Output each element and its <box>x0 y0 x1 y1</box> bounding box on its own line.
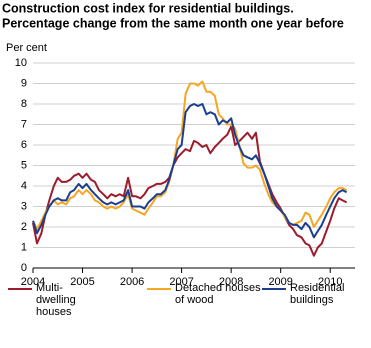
y-tick-label: 8 <box>21 98 27 110</box>
legend-entry: Multi-dwelling houses <box>8 282 86 318</box>
legend-entry: Residential buildings <box>262 282 371 306</box>
y-axis-label: Per cent <box>6 42 47 54</box>
y-tick-label: 2 <box>21 221 27 233</box>
y-tick-label: 1 <box>21 241 27 253</box>
y-tick-label: 3 <box>21 200 27 212</box>
legend-swatch <box>147 288 171 290</box>
legend-swatch <box>8 288 32 290</box>
chart-subtitle: Percentage change from the same month on… <box>2 16 344 30</box>
y-tick-label: 0 <box>21 262 27 274</box>
y-tick-label: 4 <box>21 180 27 192</box>
legend-label: Detached houses of wood <box>175 282 261 306</box>
legend-entry: Detached houses of wood <box>147 282 265 306</box>
y-tick-label: 10 <box>15 57 27 69</box>
x-tick-label: 2010 <box>318 276 342 288</box>
y-tick-label: 5 <box>21 159 27 171</box>
x-tick-label: 2005 <box>70 276 94 288</box>
y-tick-label: 6 <box>21 139 27 151</box>
x-tick-label: 2008 <box>219 276 243 288</box>
x-tick-label: 2004 <box>21 276 45 288</box>
legend-swatch <box>262 288 286 290</box>
y-tick-label: 7 <box>21 118 27 130</box>
chart-title: Construction cost index for residential … <box>2 1 294 15</box>
series-line <box>32 103 348 239</box>
legend-label: Multi-dwelling houses <box>36 282 76 318</box>
y-tick-label: 9 <box>21 77 27 89</box>
legend-label: Residential buildings <box>290 282 345 306</box>
series-line <box>32 125 348 257</box>
x-tick-label: 2006 <box>120 276 144 288</box>
x-tick-label: 2007 <box>169 276 193 288</box>
x-tick-label: 2009 <box>268 276 292 288</box>
